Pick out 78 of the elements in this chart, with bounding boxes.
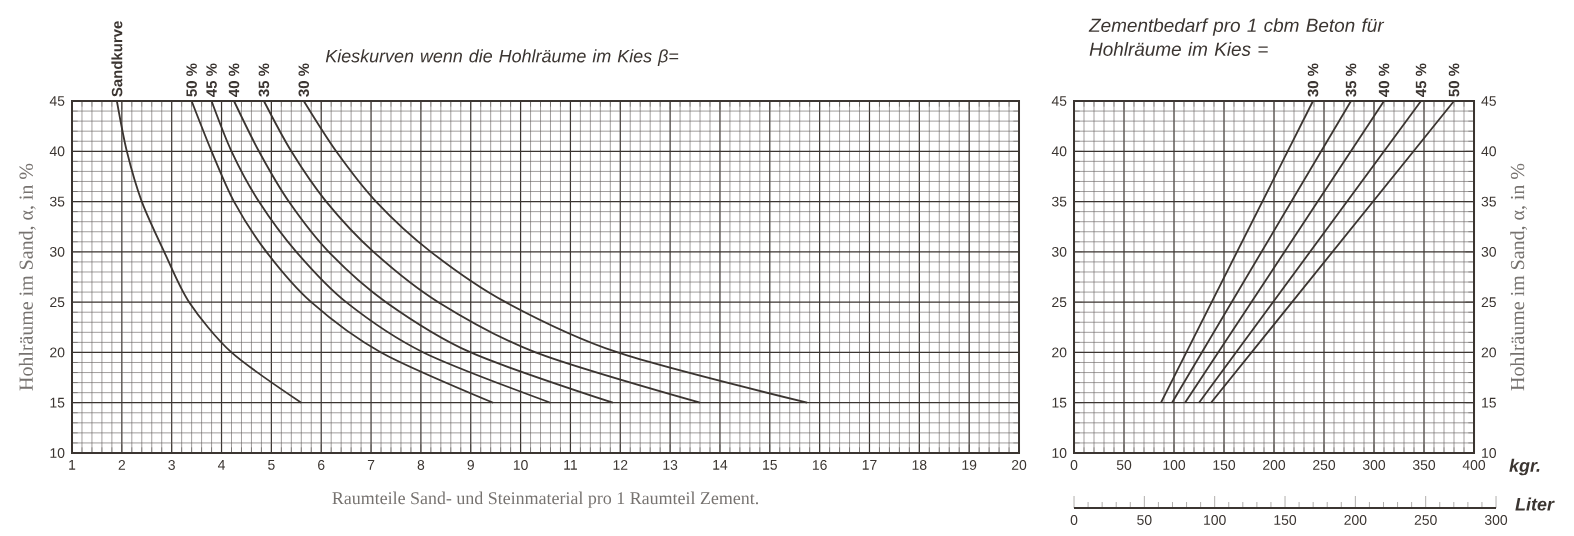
y2-axis-title: Hohlräume im Sand, α, in % <box>1510 163 1528 391</box>
text: 35 % <box>1345 63 1357 97</box>
y-tick-label: 15 <box>1052 397 1067 408</box>
x-tick-label: 20 <box>1011 460 1027 470</box>
text: 50 % <box>1448 63 1460 97</box>
chart-title: Zementbedarf pro 1 cbm Beton für Hohlräume im Kies = <box>1088 18 1385 56</box>
y-tick-label: 20 <box>1052 347 1067 358</box>
x-tick-label: 19 <box>962 460 977 470</box>
y2-tick-label: 25 <box>1481 297 1496 308</box>
y-tick-label: 45 <box>49 96 65 106</box>
y-axis-title: Hohlräume im Sand, α, in % <box>18 163 36 391</box>
text: 35 % <box>258 63 270 97</box>
y-tick-label: 40 <box>1051 146 1067 157</box>
x2-tick-label: 0 <box>1070 515 1078 525</box>
x-tick-label: 6 <box>318 460 325 470</box>
x-tick-label: 150 <box>1213 460 1236 470</box>
text: 50 % <box>186 63 197 97</box>
x-tick-label: 7 <box>367 460 375 470</box>
x2-tick-label: 50 <box>1137 515 1152 525</box>
x2-tick-label: 100 <box>1204 515 1226 525</box>
x-tick-label: 11 <box>564 460 577 470</box>
x2-tick-label: 200 <box>1344 515 1367 525</box>
x-tick-label: 17 <box>862 460 877 470</box>
x-tick-label: 8 <box>417 460 425 470</box>
x-tick-label: 10 <box>513 460 528 470</box>
x-axis-title: kgr. <box>1509 458 1540 476</box>
x-tick-label: 250 <box>1313 460 1336 470</box>
x-tick-label: 5 <box>268 460 275 470</box>
y-tick-label: 35 <box>49 196 65 207</box>
x2-tick-label: 300 <box>1484 515 1508 525</box>
y2-tick-label: 20 <box>1481 347 1497 358</box>
x-tick-label: 200 <box>1263 460 1286 470</box>
y-tick-label: 10 <box>50 448 65 458</box>
x-tick-label: 15 <box>763 460 777 470</box>
x-tick-label: 100 <box>1163 460 1186 470</box>
text: Kieskurven wenn die Hohlräume im Kies β= <box>325 49 679 66</box>
x-tick-label: 13 <box>663 460 678 470</box>
y-tick-label: 45 <box>1051 96 1067 106</box>
y-tick-label: 25 <box>50 297 65 308</box>
x-tick-label: 9 <box>467 460 474 470</box>
x2-axis-title: Liter <box>1515 497 1555 511</box>
x-tick-label: 14 <box>713 460 728 470</box>
y2-tick-label: 40 <box>1481 146 1497 157</box>
y-tick-label: 10 <box>1052 448 1067 458</box>
y-tick-label: 30 <box>49 246 65 257</box>
text: 45 % <box>1415 63 1427 97</box>
y2-tick-label: 45 <box>1481 96 1496 106</box>
x-tick-label: 300 <box>1362 460 1386 470</box>
y-tick-label: 25 <box>1052 297 1067 308</box>
y2-tick-label: 35 <box>1481 196 1496 207</box>
text: 40 % <box>1378 63 1390 97</box>
y2-tick-label: 30 <box>1481 246 1497 257</box>
text: 30 % <box>298 63 310 97</box>
x-axis-title: Raumteile Sand- und Steinmaterial pro 1 Raumteil Zement. <box>332 491 759 508</box>
x-tick-label: 3 <box>168 460 175 470</box>
text: 45 % <box>206 63 217 97</box>
y-tick-label: 35 <box>1051 196 1067 207</box>
x-tick-label: 0 <box>1070 460 1078 470</box>
x-tick-label: 18 <box>912 460 927 470</box>
x2-tick-label: 250 <box>1414 515 1437 525</box>
y-tick-label: 40 <box>49 146 65 157</box>
y2-tick-label: 10 <box>1482 448 1497 458</box>
x-tick-label: 12 <box>613 460 628 470</box>
y-tick-label: 20 <box>50 347 65 358</box>
x-tick-label: 4 <box>217 460 225 470</box>
text: Sandkurve <box>111 21 123 97</box>
y2-tick-label: 15 <box>1482 397 1496 408</box>
x-tick-label: 1 <box>69 460 76 470</box>
text: 40 % <box>228 63 240 97</box>
x-tick-label: 50 <box>1116 460 1132 470</box>
x-tick-label: 16 <box>812 460 827 470</box>
x2-tick-label: 150 <box>1274 515 1297 525</box>
x-tick-label: 400 <box>1462 460 1486 470</box>
y-tick-label: 30 <box>1051 246 1067 257</box>
text: 30 % <box>1307 63 1319 97</box>
x-tick-label: 350 <box>1412 460 1436 470</box>
y-tick-label: 15 <box>50 397 65 408</box>
x-tick-label: 2 <box>118 460 126 470</box>
